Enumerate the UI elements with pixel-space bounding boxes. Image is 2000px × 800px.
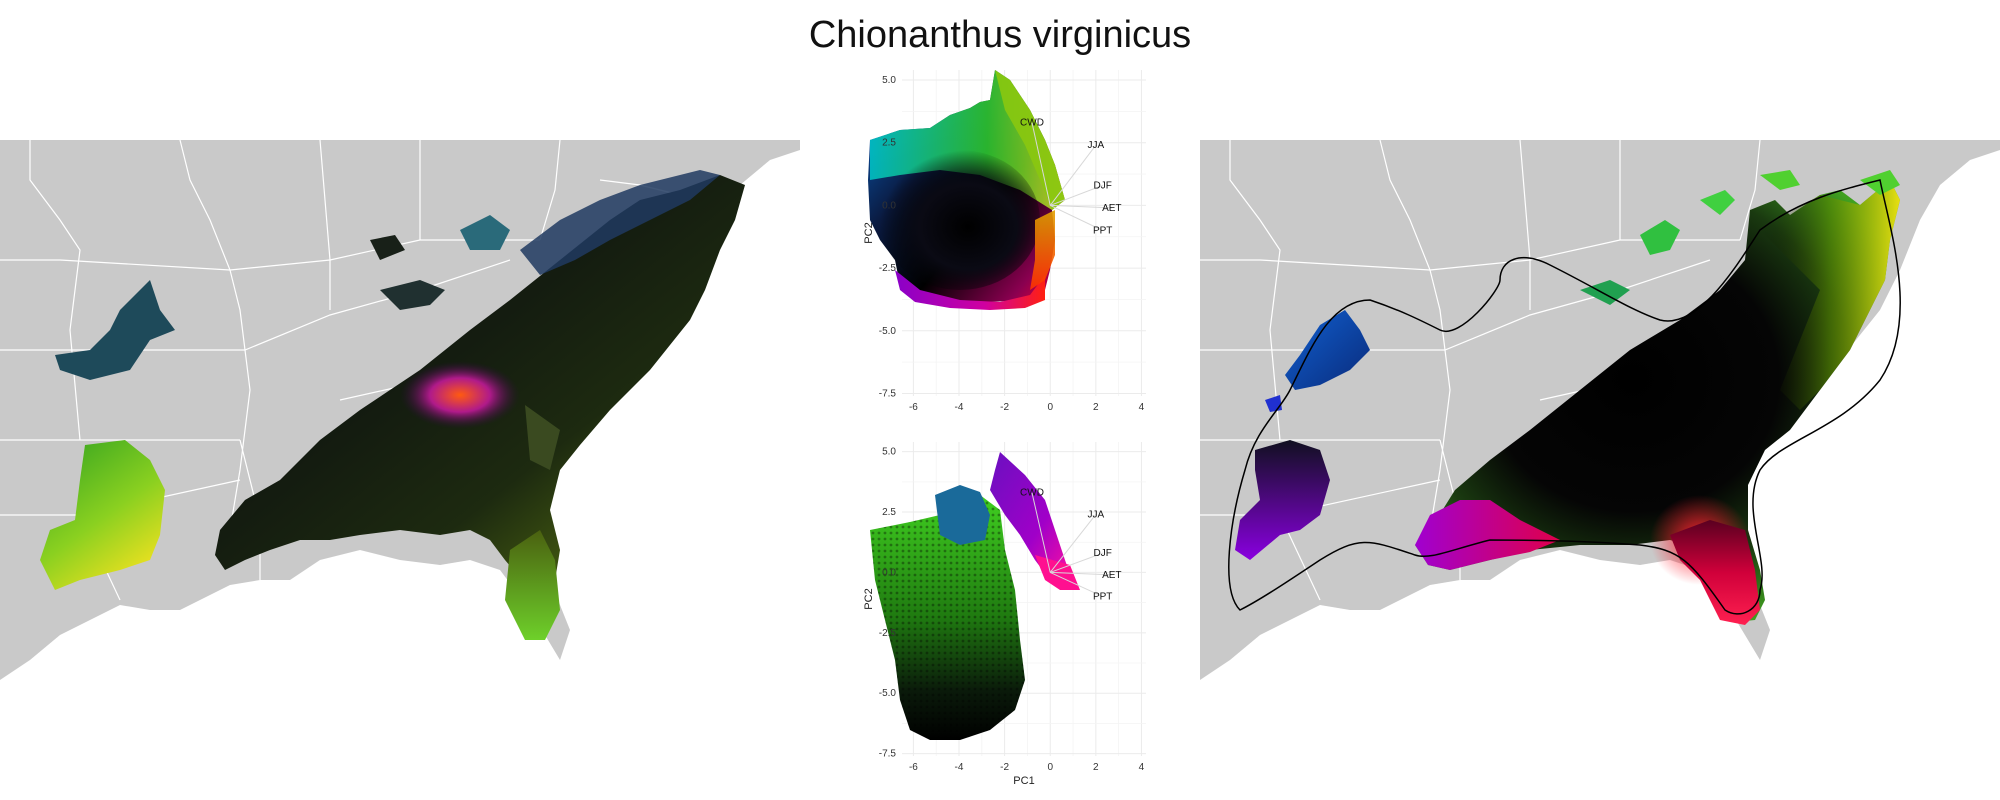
y-tick-label: 0.0 xyxy=(882,200,896,211)
loading-vector-ppt xyxy=(1050,571,1103,598)
loading-vector-djf xyxy=(1050,552,1103,573)
loading-vector-cwd xyxy=(1031,122,1051,206)
x-tick-label: 0 xyxy=(1047,402,1053,410)
loading-label-cwd: CWD xyxy=(1020,118,1044,129)
x-tick-label: -2 xyxy=(1000,762,1009,773)
y-tick-label: 0.0 xyxy=(882,567,896,578)
chart-title: Chionanthus virginicus xyxy=(808,14,1192,56)
loading-vector-ppt xyxy=(1050,204,1103,231)
x-axis-label: PC1 xyxy=(1013,775,1034,787)
x-tick-label: -6 xyxy=(909,762,918,773)
x-tick-label: -6 xyxy=(909,402,918,410)
loading-label-aet: AET xyxy=(1102,203,1121,214)
loading-vector-cwd xyxy=(1031,492,1051,573)
y-tick-label: -5.0 xyxy=(879,326,897,337)
state-borders xyxy=(1200,140,1761,601)
loading-vector-aet xyxy=(1050,204,1112,209)
y-tick-label: -7.5 xyxy=(879,749,897,760)
x-tick-label: -4 xyxy=(955,402,964,410)
loading-label-aet: AET xyxy=(1102,570,1121,581)
range-raster xyxy=(40,170,745,640)
x-tick-label: 4 xyxy=(1139,762,1145,773)
loading-label-djf: DJF xyxy=(1094,180,1112,191)
loading-label-djf: DJF xyxy=(1094,548,1112,559)
y-tick-label: -5.0 xyxy=(879,688,897,699)
loading-label-jja: JJA xyxy=(1087,140,1104,151)
loading-label-jja: JJA xyxy=(1087,509,1104,520)
loading-vector-aet xyxy=(1050,571,1112,576)
y-tick-label: 2.5 xyxy=(882,507,896,518)
y-tick-label: -2.5 xyxy=(879,263,897,274)
pca-bottom-plot: -6 -4 -2 0 2 4 5.0 2.5 0.0 -2.5 -5.0 -7.5 PC1 PC2 CWD… xyxy=(863,442,1146,787)
right-map xyxy=(1200,140,2000,680)
pca-top-point-cloud xyxy=(868,70,1065,310)
y-tick-label: 5.0 xyxy=(882,447,896,458)
loading-vector-djf xyxy=(1050,184,1103,206)
range-hull-outline xyxy=(1228,179,1901,615)
y-tick-label: 2.5 xyxy=(882,138,896,149)
loading-label-cwd: CWD xyxy=(1020,488,1044,499)
loading-vector-jja xyxy=(1049,514,1097,573)
y-axis-label: PC2 xyxy=(863,222,875,243)
loading-label-ppt: PPT xyxy=(1093,225,1112,236)
left-map xyxy=(0,140,800,680)
pca-bottom-loading-vectors: CWD JJA DJF AET PPT xyxy=(1020,488,1121,603)
x-tick-label: -4 xyxy=(955,762,964,773)
x-tick-label: 2 xyxy=(1093,402,1099,410)
x-tick-label: -2 xyxy=(1000,402,1009,410)
x-tick-label: 2 xyxy=(1093,762,1099,773)
y-tick-label: -2.5 xyxy=(879,628,897,639)
pca-top-loading-vectors: CWD JJA DJF AET PPT xyxy=(1020,118,1121,237)
y-tick-label: -7.5 xyxy=(879,388,897,399)
loading-vector-jja xyxy=(1049,144,1097,206)
pca-bottom-point-cloud xyxy=(870,452,1080,740)
loading-label-ppt: PPT xyxy=(1093,592,1112,603)
y-tick-label: 5.0 xyxy=(882,75,896,86)
range-raster xyxy=(1235,170,1900,625)
pca-bottom-axes: -6 -4 -2 0 2 4 5.0 2.5 0.0 -2.5 -5.0 -7.5 PC1 PC2 xyxy=(863,447,1145,787)
x-tick-label: 4 xyxy=(1139,402,1145,410)
x-tick-label: 0 xyxy=(1047,762,1053,773)
y-axis-label: PC2 xyxy=(863,588,875,609)
